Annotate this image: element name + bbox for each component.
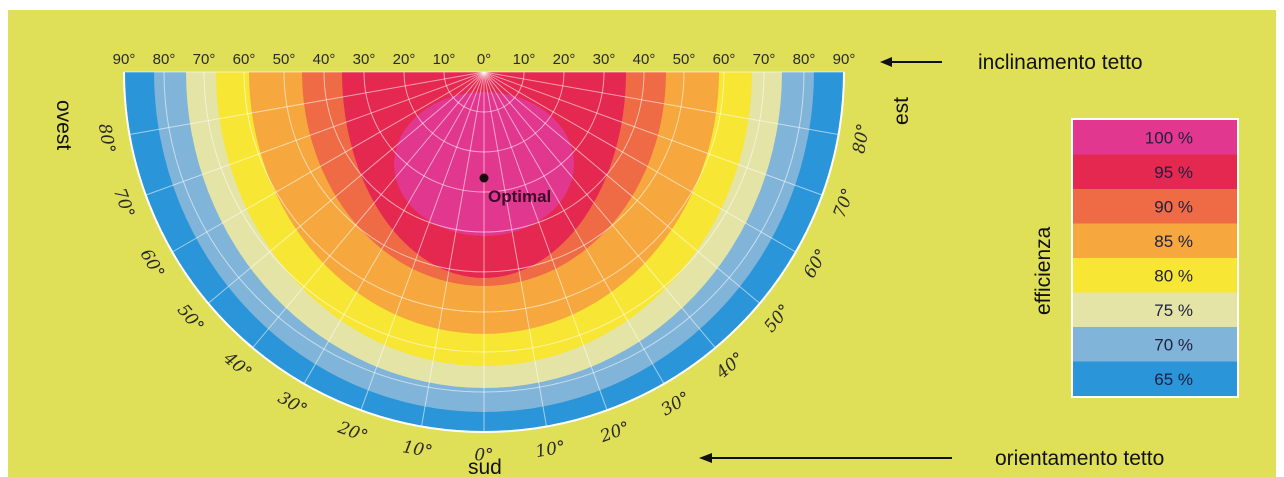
top-tick-label: 0° (477, 51, 491, 68)
legend-label: 85 % (1154, 232, 1193, 251)
orientation-ray (483, 71, 839, 136)
west-label: ovest (52, 100, 75, 150)
top-tick-label: 30° (593, 51, 616, 68)
legend: 100 % 95 % 90 % 85 % 80 % 75 % 70 % 65 % (1071, 118, 1239, 398)
legend-swatch (1073, 292, 1237, 327)
outer-rim (123, 71, 845, 433)
top-tick-label: 60° (233, 51, 256, 68)
east-label: est (890, 97, 913, 125)
legend-label: 100 % (1145, 128, 1193, 147)
orientation-ray (171, 71, 485, 253)
legend-swatch (1073, 258, 1237, 293)
top-tick-label: 10° (513, 51, 536, 68)
orientation-ray (483, 71, 797, 253)
optimal-point (479, 173, 489, 183)
top-axis-title: inclinamento tetto (978, 51, 1143, 74)
orientation-ray (145, 71, 485, 196)
optimal-label: Optimal (488, 187, 551, 206)
orientation-ray (483, 71, 761, 304)
top-tick-label: 90° (113, 51, 136, 68)
top-tick-label: 30° (353, 51, 376, 68)
legend-label: 70 % (1154, 335, 1193, 354)
orientation-ray (483, 71, 608, 411)
top-tick-label: 40° (633, 51, 656, 68)
top-tick-label: 20° (553, 51, 576, 68)
orientation-ray (360, 71, 485, 411)
top-tick-label: 60° (713, 51, 736, 68)
top-tick-label: 50° (273, 51, 296, 68)
legend-label: 80 % (1154, 266, 1193, 285)
tilt-arrow (880, 57, 942, 67)
orientation-ray (483, 71, 548, 427)
orientation-tick-label: 0° (474, 446, 493, 466)
legend-swatch (1073, 154, 1237, 189)
legend-label: 90 % (1154, 197, 1193, 216)
top-tick-label: 50° (673, 51, 696, 68)
top-tick-label: 80° (793, 51, 816, 68)
orientation-ray (303, 71, 485, 385)
legend-label: 65 % (1154, 370, 1193, 389)
south-label: sud (468, 456, 502, 477)
orientation-ray (207, 71, 485, 304)
orientation-ray (420, 71, 485, 427)
top-tick-label: 10° (433, 51, 456, 68)
top-tick-label: 80° (153, 51, 176, 68)
legend-swatch (1073, 120, 1237, 155)
legend-label: 75 % (1154, 301, 1193, 320)
legend-label: 95 % (1154, 163, 1193, 182)
legend-swatch (1073, 361, 1237, 396)
legend-title: efficienza (1032, 226, 1055, 315)
orientation-ray (483, 71, 716, 349)
orientation-ray (483, 71, 665, 385)
top-tick-label: 70° (193, 51, 216, 68)
orientation-ray (252, 71, 485, 349)
orientation-ray (129, 71, 485, 136)
top-tick-label: 40° (313, 51, 336, 68)
top-axis-ticks: 90° 80° 70° 60° 50° 40° 30° 20° 10° 0° 10° 20° 30° 40… (113, 51, 856, 68)
orientation-ray (483, 71, 823, 196)
bottom-axis-title: orientamento tetto (995, 447, 1164, 470)
top-tick-label: 70° (753, 51, 776, 68)
top-tick-label: 90° (833, 51, 856, 68)
top-tick-label: 20° (393, 51, 416, 68)
polar-grid (123, 71, 845, 433)
legend-swatch (1073, 223, 1237, 258)
legend-swatch (1073, 189, 1237, 224)
orientation-arrow (699, 453, 952, 463)
legend-swatch (1073, 327, 1237, 362)
